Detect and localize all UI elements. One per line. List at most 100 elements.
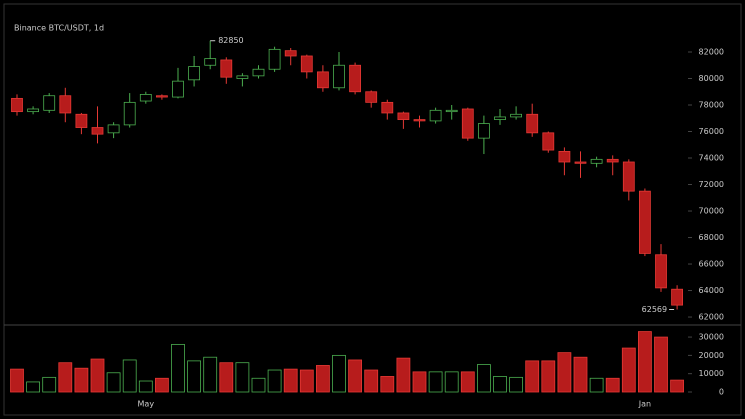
candle-body [268,48,281,70]
volume-bar [203,356,218,393]
candle-body [349,64,362,93]
candle-body [252,68,265,77]
candle-body [655,254,667,289]
volume-bar [412,371,427,393]
volume-bar [557,352,572,393]
volume-bar [138,380,153,393]
candle-body [172,80,184,98]
volume-bar [219,362,234,393]
volume-bar [573,356,588,393]
volume-bar [90,358,105,393]
frame [3,3,742,416]
candle-body [477,123,490,139]
volume-bar [122,359,137,393]
candle-body [574,161,587,164]
volume-bar [460,371,475,393]
volume-bar [476,364,491,393]
y-tick-label: 62000 [699,313,724,322]
volume-bar [106,372,121,393]
candle-body [139,94,152,102]
y-tick-label: 78000 [699,101,724,110]
volume-bar [638,331,652,393]
volume-bar [26,381,41,393]
y-tick-label: 82000 [699,47,724,56]
candle-body [27,108,40,113]
volume-bar [509,376,524,393]
y2-tick-label: 0 [719,388,724,397]
volume-bar [444,371,459,393]
candle-body [622,161,635,192]
volume-bar [605,377,620,393]
volume-bar [332,354,346,393]
candle-body [123,101,136,126]
candle-body [494,116,506,120]
y-tick-label: 70000 [699,207,724,216]
volume-bar [154,377,169,393]
volume-bar [267,369,282,393]
candle-body [639,190,651,254]
candle-body [284,50,297,57]
candle-body [204,58,217,66]
volume-bar [171,343,185,393]
y2-tick-label: 20000 [699,351,724,360]
volume-bar [621,347,636,393]
volume-bar [396,357,411,393]
candle-body [333,64,345,89]
candle-body [461,108,474,139]
candle-body [75,113,88,128]
y-tick-label: 68000 [699,233,724,242]
volume-bar [493,376,507,393]
y2-tick-label: 30000 [699,333,724,342]
volume-bar [74,367,89,393]
volume-bar [299,369,314,393]
candle-body [397,112,410,120]
y2-tick-label: 10000 [699,369,724,378]
volume-bar [541,360,556,393]
y-tick-label: 64000 [699,286,724,295]
candle-body [300,55,313,73]
candle-body [91,127,104,135]
x-tick-label: May [138,400,155,409]
volume-bar [654,336,668,393]
volume-bar [58,362,73,393]
candle-body [542,132,555,151]
volume-bar [42,376,57,393]
candle-body [526,113,539,134]
candle-body [590,158,603,164]
volume-bar [10,368,24,393]
y-tick-label: 74000 [699,154,724,163]
candle-body [316,71,329,89]
candle-body [429,109,442,122]
volume-bar [525,360,540,393]
volume-bar [283,368,298,393]
candle-body [11,97,23,113]
volume-bar [315,365,330,393]
annotation: 62569 [642,305,667,314]
annotation: 82850 [218,36,243,45]
volume-bar [348,359,363,393]
candle-body [445,109,458,113]
volume-bar [589,377,604,393]
candle-body [107,124,120,134]
volume-bar [187,360,202,393]
candle-body [155,95,168,98]
candle-body [43,95,56,111]
candle-body [510,113,523,118]
y-tick-label: 72000 [699,180,724,189]
candle-body [413,119,426,122]
y-tick-label: 76000 [699,127,724,136]
volume-bar [251,377,266,393]
volume-bar [670,379,684,393]
y-tick-label: 80000 [699,74,724,83]
volume-bar [428,371,443,393]
candle-body [671,288,683,306]
candle-body [188,66,201,81]
candle-body [59,95,72,114]
volume-bar [235,362,250,393]
chart-title: Binance BTC/USDT, 1d [14,24,104,33]
volume-bar [380,376,395,393]
x-tick-label: Jan [638,400,651,409]
candle-body [365,91,378,103]
candle-body [606,158,619,163]
